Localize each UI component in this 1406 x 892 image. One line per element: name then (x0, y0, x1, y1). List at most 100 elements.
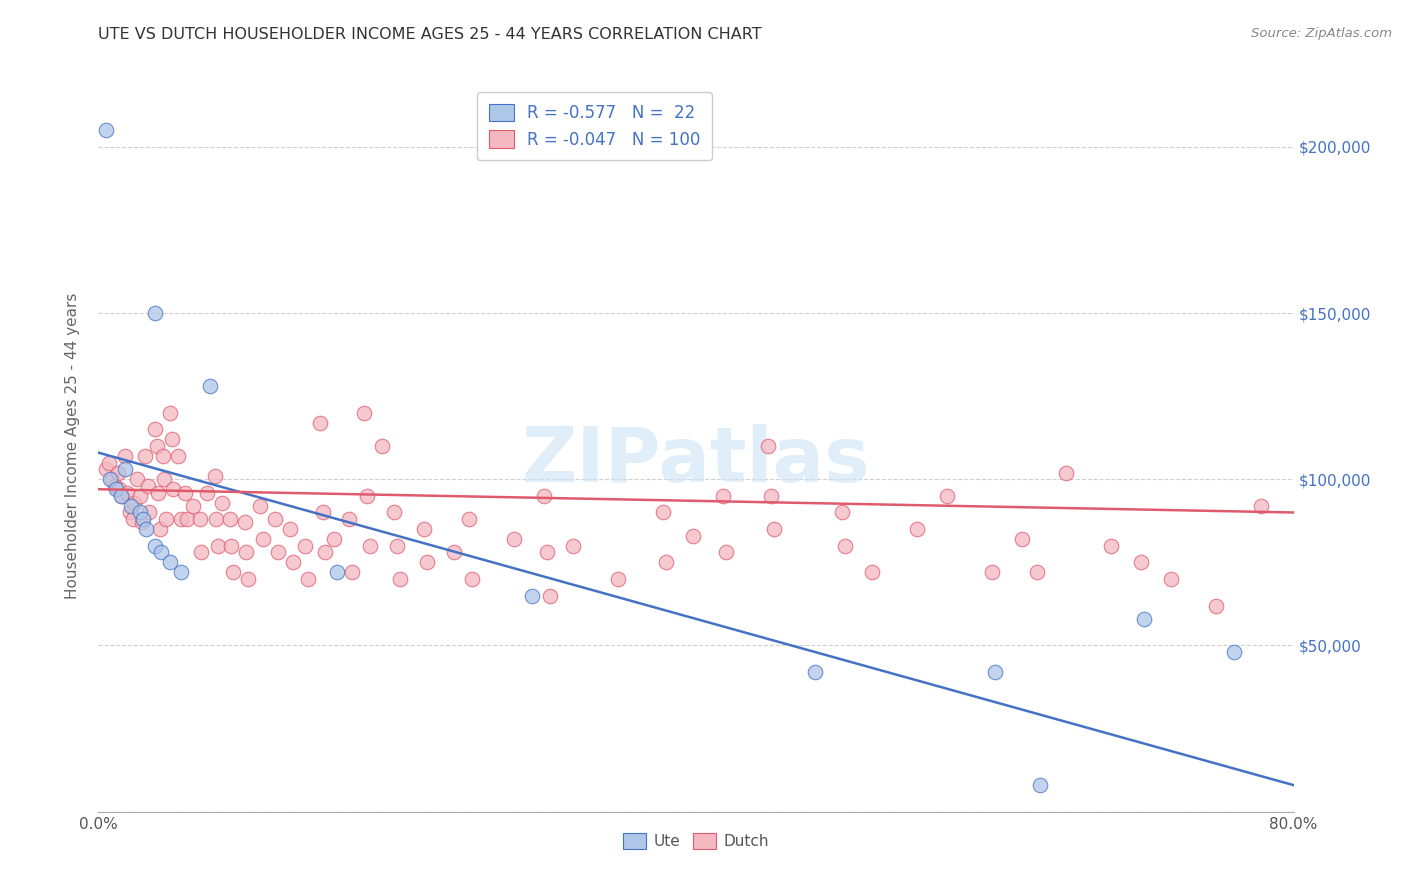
Point (562, 539, 585, 553)
Point (143, 422, 166, 436)
Point (533, 489, 555, 503)
Point (416, 555, 439, 569)
Point (145, 439, 167, 453)
Point (176, 512, 198, 526)
Point (174, 485, 197, 500)
Text: Source: ZipAtlas.com: Source: ZipAtlas.com (1251, 27, 1392, 40)
Point (281, 555, 304, 569)
Point (655, 555, 678, 569)
Point (111, 489, 134, 503)
Point (756, 439, 779, 453)
Point (169, 566, 191, 580)
Point (153, 472, 176, 486)
Point (169, 512, 191, 526)
Point (135, 522, 157, 536)
Point (252, 532, 274, 546)
Point (132, 512, 155, 526)
Point (385, 539, 409, 553)
Point (124, 495, 146, 509)
Point (155, 512, 177, 526)
Point (105, 482, 128, 496)
Legend: Ute, Dutch: Ute, Dutch (617, 827, 775, 855)
Point (160, 433, 183, 447)
Point (860, 566, 883, 580)
Point (607, 572, 630, 586)
Point (263, 512, 285, 526)
Point (759, 489, 782, 503)
Point (1011, 532, 1033, 546)
Point (389, 572, 412, 586)
Point (204, 469, 226, 483)
Point (342, 566, 364, 580)
Point (197, 485, 219, 500)
Point (222, 566, 245, 580)
Point (127, 472, 149, 486)
Point (233, 516, 256, 530)
Point (278, 522, 301, 536)
Point (353, 406, 375, 420)
Point (143, 306, 166, 320)
Point (94, 123, 117, 137)
Point (115, 485, 138, 500)
Point (1205, 599, 1227, 613)
Point (108, 482, 131, 496)
Point (294, 539, 316, 553)
Point (356, 489, 378, 503)
Point (1160, 572, 1182, 586)
Point (221, 539, 243, 553)
Point (121, 512, 143, 526)
Point (371, 439, 394, 453)
Point (315, 545, 337, 559)
Point (339, 512, 361, 526)
Point (1056, 466, 1078, 480)
Point (236, 572, 259, 586)
Point (181, 499, 204, 513)
Point (682, 529, 704, 543)
Point (413, 522, 436, 536)
Point (114, 462, 136, 476)
Point (148, 485, 170, 500)
Point (138, 506, 160, 520)
Point (714, 545, 737, 559)
Point (804, 665, 827, 679)
Y-axis label: Householder Income Ages 25 - 44 years: Householder Income Ages 25 - 44 years (65, 293, 80, 599)
Point (711, 489, 734, 503)
Point (382, 506, 405, 520)
Point (190, 545, 212, 559)
Point (502, 532, 524, 546)
Point (120, 499, 142, 513)
Point (129, 506, 152, 520)
Point (94, 462, 117, 476)
Point (267, 545, 290, 559)
Point (98, 472, 122, 486)
Point (308, 416, 330, 430)
Point (652, 506, 675, 520)
Point (984, 665, 1007, 679)
Point (97, 456, 120, 470)
Point (129, 489, 152, 503)
Point (152, 449, 174, 463)
Point (219, 512, 242, 526)
Point (536, 545, 558, 559)
Point (159, 406, 181, 420)
Point (104, 479, 127, 493)
Point (905, 522, 928, 536)
Point (831, 506, 853, 520)
Point (110, 489, 132, 503)
Point (1028, 778, 1050, 792)
Point (107, 466, 129, 480)
Point (311, 506, 333, 520)
Point (136, 479, 159, 493)
Point (235, 545, 257, 559)
Point (205, 512, 228, 526)
Point (207, 539, 229, 553)
Point (143, 539, 166, 553)
Point (1130, 555, 1153, 569)
Point (249, 499, 271, 513)
Point (1133, 612, 1156, 626)
Point (461, 572, 484, 586)
Point (1025, 566, 1047, 580)
Point (188, 512, 211, 526)
Point (131, 516, 153, 530)
Point (297, 572, 319, 586)
